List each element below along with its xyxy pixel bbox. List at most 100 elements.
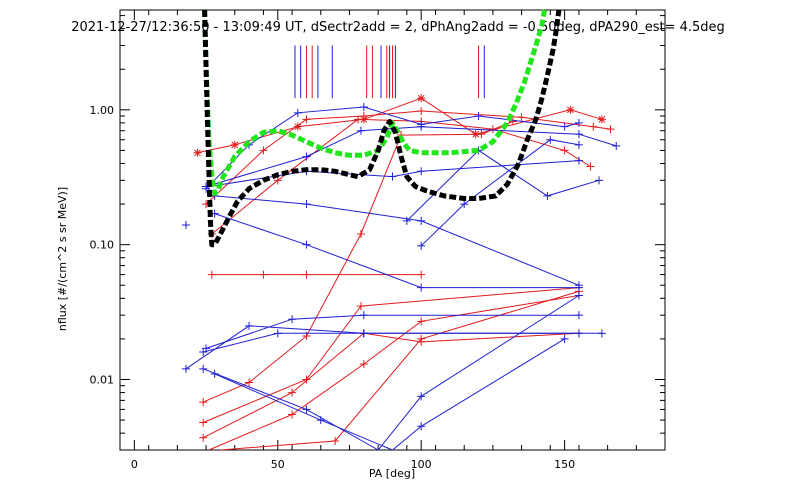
data-point <box>417 167 426 176</box>
data-point <box>560 146 569 155</box>
x-tick-label: 0 <box>131 458 138 471</box>
data-point <box>595 176 604 185</box>
data-point <box>574 291 583 300</box>
data-point <box>302 405 311 414</box>
data-point <box>199 418 208 427</box>
data-point <box>589 122 598 131</box>
model-curve-black <box>202 9 562 248</box>
model-curve-green <box>202 9 547 196</box>
model-curves <box>202 9 562 248</box>
series-line <box>197 97 603 154</box>
data-point <box>417 241 426 250</box>
vertical-markers <box>294 45 485 99</box>
data-point <box>474 111 483 120</box>
data-point <box>566 105 575 114</box>
series-line <box>203 295 580 451</box>
data-point <box>302 115 311 124</box>
data-point <box>417 94 426 103</box>
data-point <box>417 270 426 279</box>
data-point <box>199 347 208 356</box>
data-point <box>273 176 282 185</box>
data-point <box>302 270 311 279</box>
data-point <box>302 152 311 161</box>
data-point <box>359 360 368 369</box>
data-point <box>181 364 190 373</box>
data-point <box>359 311 368 320</box>
data-point <box>273 329 282 338</box>
series-line <box>202 332 579 439</box>
data-point <box>612 141 621 150</box>
series-line <box>420 139 579 247</box>
data-point <box>302 375 311 384</box>
data-point <box>560 122 569 131</box>
data-point <box>477 130 486 139</box>
data-point <box>316 416 325 425</box>
data-point <box>388 172 397 181</box>
series-line <box>205 110 611 205</box>
data-point <box>586 162 595 171</box>
data-point <box>417 122 426 131</box>
data-point <box>199 433 208 442</box>
data-point <box>293 108 302 117</box>
data-point <box>574 130 583 139</box>
data-point <box>193 148 202 157</box>
series-line <box>185 325 602 370</box>
data-point <box>359 111 368 120</box>
data-point <box>517 113 526 122</box>
x-tick-label: 150 <box>554 458 575 471</box>
data-point <box>359 102 368 111</box>
data-point <box>417 107 426 116</box>
data-point <box>288 315 297 324</box>
data-point <box>417 317 426 326</box>
data-point <box>302 200 311 209</box>
data-point <box>288 388 297 397</box>
data-point <box>181 220 190 229</box>
data-point <box>417 216 426 225</box>
data-point <box>546 135 555 144</box>
data-point <box>417 283 426 292</box>
data-point <box>574 283 583 292</box>
data-point <box>210 369 219 378</box>
data-point <box>543 191 552 200</box>
data-point <box>417 334 426 343</box>
data-point <box>417 392 426 401</box>
data-series <box>181 94 621 451</box>
data-point <box>356 126 365 135</box>
data-point <box>354 115 363 124</box>
data-point <box>417 422 426 431</box>
data-point <box>402 216 411 225</box>
y-tick-label: 0.01 <box>90 373 115 386</box>
y-tick-label: 0.10 <box>90 239 115 252</box>
x-tick-label: 50 <box>271 458 285 471</box>
data-point <box>574 140 583 149</box>
data-point <box>574 118 583 127</box>
x-axis-label: PA [deg] <box>369 467 415 480</box>
data-point <box>230 140 239 149</box>
data-point <box>356 229 365 238</box>
chart-title: 2021-12-27/12:36:50 - 13:09:49 UT, dSect… <box>71 20 725 35</box>
data-point <box>293 122 302 131</box>
series-line <box>214 338 565 451</box>
series-line <box>208 295 579 451</box>
data-point <box>207 270 216 279</box>
series-line <box>205 314 579 349</box>
series-line <box>208 160 579 187</box>
data-point <box>331 436 340 445</box>
data-point <box>288 410 297 419</box>
series-line <box>205 106 580 190</box>
series-line <box>214 213 579 289</box>
data-point <box>574 156 583 165</box>
y-tick-label: 1.00 <box>90 104 115 117</box>
data-point <box>460 200 469 209</box>
series-line <box>203 287 579 423</box>
data-point <box>359 329 368 338</box>
data-point <box>597 115 606 124</box>
data-point <box>560 334 569 343</box>
data-point <box>597 329 606 338</box>
data-point <box>199 364 208 373</box>
data-point <box>356 302 365 311</box>
data-point <box>606 125 615 134</box>
x-tick-label: 100 <box>411 458 432 471</box>
data-point <box>245 321 254 330</box>
